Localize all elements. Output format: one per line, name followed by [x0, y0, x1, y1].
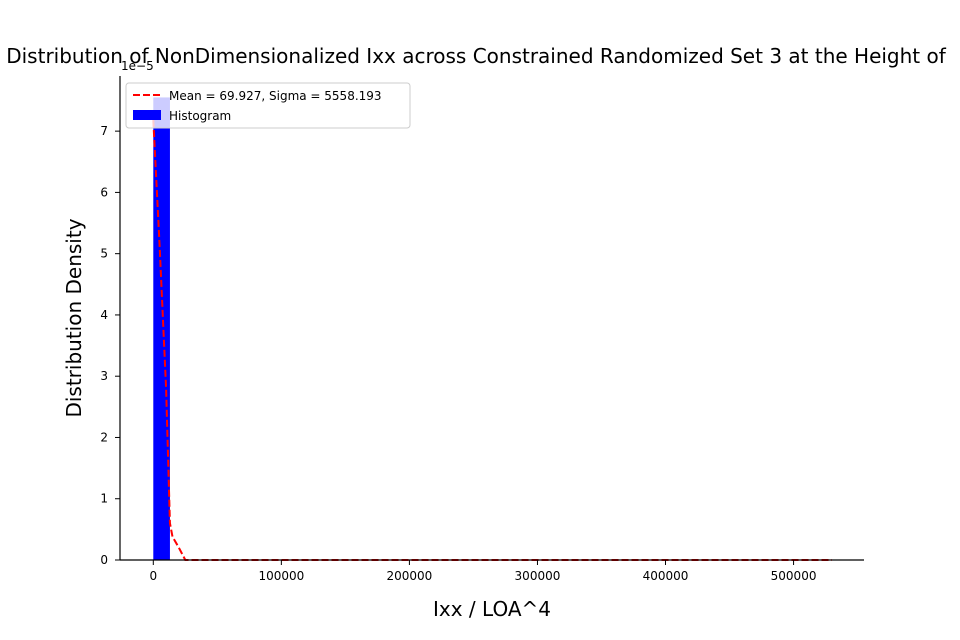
y-tick-label: 0: [100, 553, 108, 567]
fit-curves: [152, 120, 832, 561]
x-tick-label: 400000: [643, 569, 689, 583]
legend-label-histogram: Histogram: [169, 109, 231, 123]
y-tick-label: 3: [100, 369, 108, 383]
legend-label-fit: Mean = 69.927, Sigma = 5558.193: [169, 89, 382, 103]
y-ticks: 0 1 2 3 4 5 6 7: [100, 124, 120, 567]
y-tick-label: 1: [100, 492, 108, 506]
x-axis-label: Ixx / LOA^4: [433, 597, 551, 621]
x-tick-label: 0: [149, 569, 157, 583]
y-tick-label: 5: [100, 247, 108, 261]
y-offset-text: 1e−5: [121, 59, 154, 73]
y-tick-label: 6: [100, 185, 108, 199]
y-axis-label: Distribution Density: [62, 218, 86, 417]
x-ticks: 0 100000 200000 300000 400000 500000: [149, 560, 816, 583]
chart-title: Distribution of NonDimensionalized Ixx a…: [6, 44, 947, 68]
x-tick-label: 200000: [386, 569, 432, 583]
plot-area: [152, 97, 832, 561]
legend: Mean = 69.927, Sigma = 5558.193 Histogra…: [125, 82, 411, 129]
y-tick-label: 7: [100, 124, 108, 138]
y-tick-label: 2: [100, 430, 108, 444]
x-tick-label: 500000: [771, 569, 817, 583]
x-tick-label: 100000: [258, 569, 304, 583]
y-tick-label: 4: [100, 308, 108, 322]
x-tick-label: 300000: [515, 569, 561, 583]
fit-curve-line: [152, 120, 832, 561]
legend-swatch-histogram: [133, 110, 161, 120]
legend-box: [125, 82, 411, 129]
